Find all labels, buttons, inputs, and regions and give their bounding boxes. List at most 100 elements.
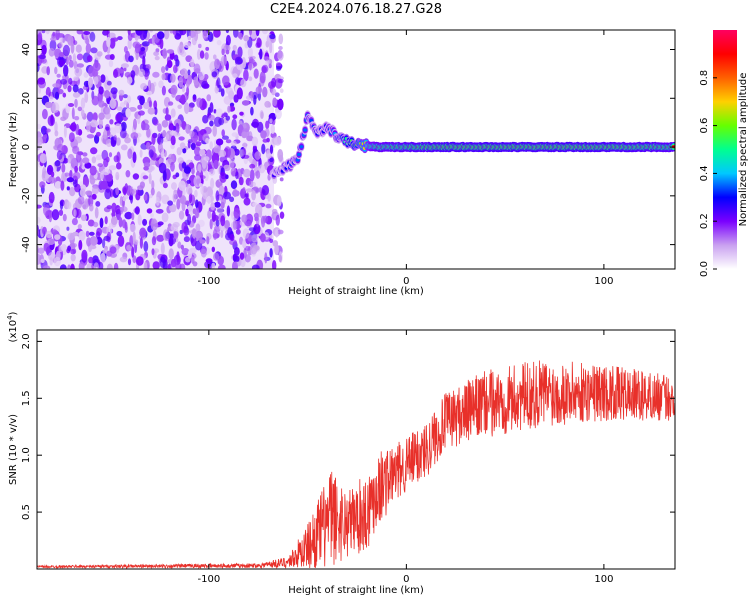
noise-blob bbox=[133, 118, 137, 130]
noise-blob bbox=[46, 66, 50, 76]
noise-blob bbox=[107, 32, 116, 39]
heatmap-ytick-label: 0 bbox=[21, 144, 32, 150]
noise-blob bbox=[70, 263, 75, 269]
noise-blob bbox=[100, 252, 106, 264]
noise-blob bbox=[126, 76, 133, 85]
noise-blob bbox=[139, 49, 146, 59]
noise-blob bbox=[198, 71, 205, 81]
noise-blob bbox=[203, 156, 210, 162]
noise-blob bbox=[173, 231, 179, 237]
noise-blob bbox=[106, 80, 112, 86]
noise-blob bbox=[198, 43, 202, 49]
noise-blob bbox=[248, 180, 254, 188]
noise-blob bbox=[217, 255, 224, 266]
noise-blob bbox=[85, 38, 90, 45]
noise-blob bbox=[122, 94, 128, 99]
noise-blob bbox=[261, 185, 270, 196]
snr-xtick-label: 100 bbox=[594, 574, 613, 585]
noise-blob bbox=[250, 91, 254, 102]
noise-blob bbox=[225, 174, 229, 180]
noise-blob bbox=[106, 156, 110, 163]
noise-blob bbox=[132, 41, 141, 49]
noise-blob bbox=[116, 162, 122, 170]
noise-blob bbox=[204, 171, 209, 182]
noise-blob bbox=[259, 48, 263, 60]
noise-blob bbox=[146, 128, 151, 138]
noise-blob bbox=[105, 173, 113, 182]
noise-blob bbox=[156, 31, 165, 40]
noise-blob bbox=[236, 87, 243, 100]
noise-blob bbox=[70, 42, 75, 54]
noise-blob bbox=[172, 221, 180, 228]
noise-blob bbox=[153, 100, 158, 110]
noise-blob bbox=[169, 130, 178, 136]
noise-blob bbox=[78, 239, 83, 251]
noise-blob bbox=[91, 95, 100, 106]
noise-blob bbox=[75, 123, 80, 136]
noise-blob bbox=[92, 112, 98, 122]
noise-blob bbox=[129, 235, 134, 247]
noise-blob bbox=[245, 95, 252, 100]
noise-blob bbox=[235, 77, 241, 85]
noise-blob bbox=[195, 230, 204, 241]
noise-blob bbox=[151, 133, 156, 145]
noise-blob bbox=[45, 230, 53, 239]
noise-blob bbox=[129, 223, 136, 233]
noise-blob bbox=[95, 131, 101, 137]
noise-blob bbox=[48, 211, 53, 223]
snr-ytick-label: 0.5 bbox=[21, 504, 32, 520]
noise-blob bbox=[261, 215, 266, 228]
noise-blob bbox=[77, 224, 82, 230]
noise-blob bbox=[58, 245, 63, 253]
colorbar-tick-label: 0.6 bbox=[699, 118, 710, 134]
snr-xtick-label: 0 bbox=[403, 574, 409, 585]
noise-blob bbox=[232, 114, 238, 119]
snr-frame bbox=[36, 329, 676, 570]
noise-blob bbox=[123, 46, 128, 53]
noise-blob bbox=[275, 229, 279, 238]
noise-blob bbox=[101, 134, 109, 145]
noise-blob bbox=[46, 128, 51, 133]
noise-blob bbox=[37, 253, 42, 265]
noise-blob bbox=[143, 166, 149, 171]
noise-blob bbox=[128, 55, 134, 63]
noise-blob bbox=[148, 149, 154, 158]
noise-blob bbox=[139, 149, 143, 158]
heatmap-signal-track bbox=[270, 110, 675, 181]
noise-blob bbox=[233, 30, 239, 38]
noise-blob bbox=[268, 63, 272, 69]
noise-blob bbox=[171, 182, 177, 190]
noise-blob bbox=[50, 36, 57, 42]
noise-blob bbox=[42, 108, 48, 120]
noise-blob bbox=[183, 42, 192, 49]
heatmap-ytick-label: -40 bbox=[21, 236, 32, 252]
noise-blob bbox=[104, 216, 108, 225]
noise-blob bbox=[135, 189, 141, 195]
noise-blob bbox=[170, 161, 175, 172]
noise-blob bbox=[196, 49, 201, 60]
snr-multiplier-exp: 4 bbox=[6, 315, 14, 320]
noise-blob bbox=[90, 236, 98, 246]
noise-blob bbox=[192, 261, 198, 267]
noise-blob bbox=[243, 69, 249, 82]
noise-blob bbox=[242, 228, 250, 239]
noise-blob bbox=[99, 217, 104, 229]
noise-blob bbox=[57, 143, 65, 153]
noise-blob bbox=[202, 114, 209, 124]
noise-blob bbox=[168, 236, 174, 247]
noise-blob bbox=[85, 190, 93, 196]
noise-blob bbox=[131, 246, 135, 258]
noise-blob bbox=[95, 201, 101, 207]
noise-blob bbox=[117, 235, 125, 247]
noise-blob bbox=[68, 132, 75, 143]
noise-blob bbox=[143, 261, 148, 269]
noise-blob bbox=[62, 44, 70, 57]
noise-blob bbox=[243, 197, 251, 206]
noise-blob bbox=[119, 128, 127, 139]
noise-blob bbox=[246, 135, 254, 142]
noise-blob bbox=[169, 123, 174, 131]
noise-blob bbox=[37, 229, 40, 237]
heatmap-area bbox=[37, 30, 675, 269]
noise-blob bbox=[227, 105, 231, 113]
noise-blob bbox=[187, 69, 191, 76]
